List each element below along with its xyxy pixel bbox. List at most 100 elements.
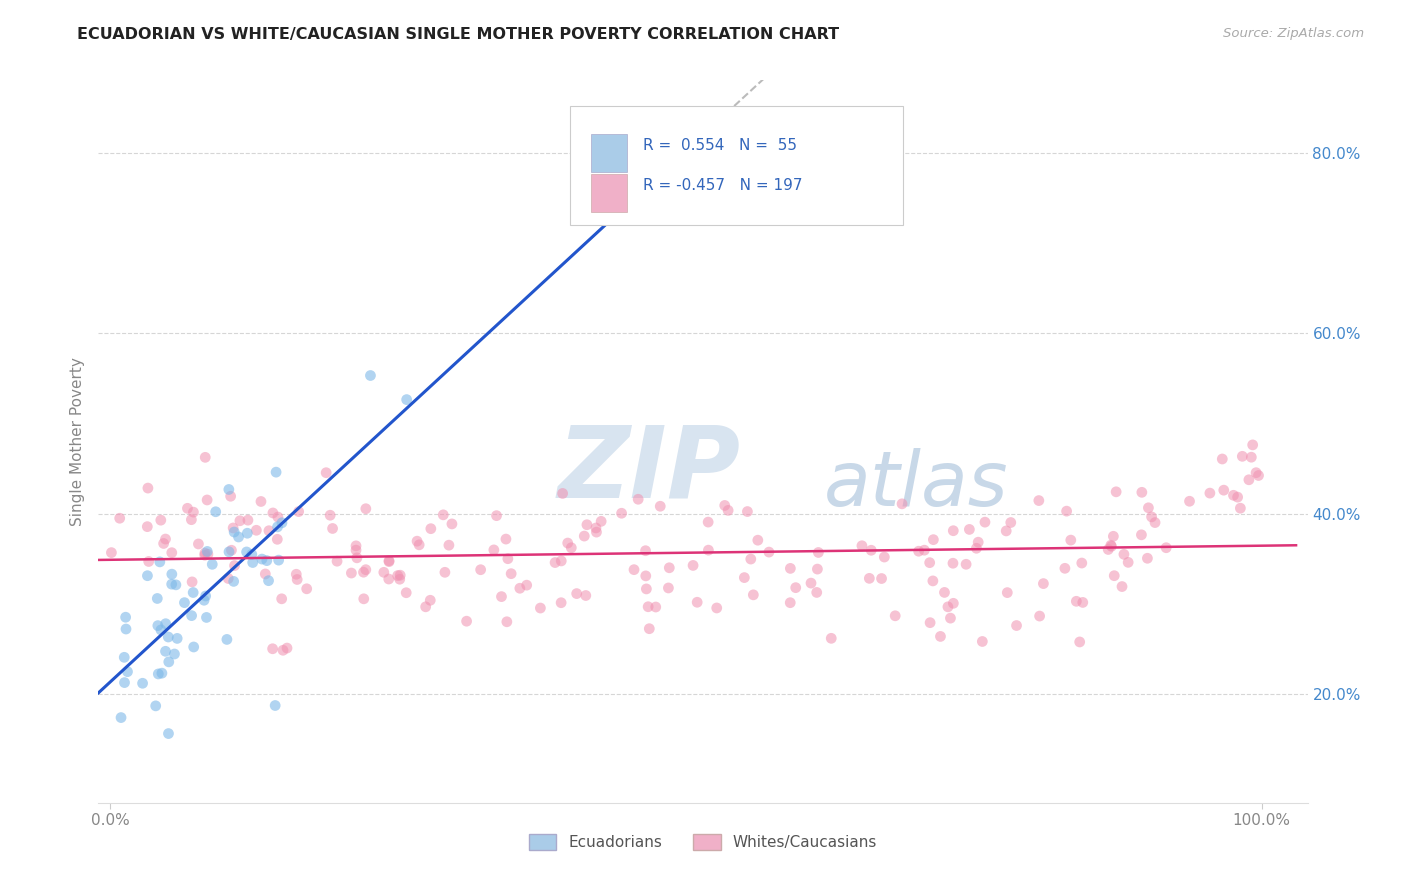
Point <box>270 591 292 606</box>
Point <box>262 506 284 520</box>
Point <box>733 571 755 585</box>
Point <box>197 547 219 561</box>
Point <box>717 503 740 517</box>
Point <box>353 565 375 579</box>
Point <box>387 568 409 582</box>
Point <box>114 610 136 624</box>
Point <box>1229 501 1251 516</box>
Point <box>697 543 720 558</box>
Point <box>806 585 828 599</box>
Point <box>235 545 257 559</box>
Point <box>344 543 367 558</box>
Point <box>242 556 264 570</box>
Point <box>224 558 246 573</box>
Point <box>939 611 962 625</box>
Point <box>747 533 769 548</box>
Point <box>637 599 659 614</box>
Point <box>271 643 294 657</box>
Point <box>240 547 263 561</box>
Point <box>377 572 399 586</box>
Point <box>934 585 956 599</box>
Point <box>820 632 842 646</box>
Point <box>1056 504 1078 518</box>
Point <box>1154 541 1177 555</box>
Point <box>136 481 159 495</box>
Point <box>250 494 273 508</box>
Point <box>378 555 401 569</box>
Point <box>267 510 290 524</box>
Point <box>1105 484 1128 499</box>
Point <box>1028 609 1050 624</box>
Point <box>131 676 153 690</box>
Point <box>353 591 375 606</box>
Point <box>456 614 478 628</box>
Point <box>218 483 240 497</box>
Legend: Ecuadorians, Whites/Caucasians: Ecuadorians, Whites/Caucasians <box>523 829 883 856</box>
Point <box>779 596 801 610</box>
Point <box>1099 539 1122 553</box>
Point <box>1136 551 1159 566</box>
Point <box>108 511 131 525</box>
Point <box>870 572 893 586</box>
Point <box>145 698 167 713</box>
Point <box>591 514 613 528</box>
Point <box>1071 595 1094 609</box>
Text: R =  0.554   N =  55: R = 0.554 N = 55 <box>643 138 797 153</box>
Point <box>785 581 807 595</box>
Point <box>180 513 202 527</box>
Point <box>1232 450 1254 464</box>
Point <box>574 529 596 543</box>
Point <box>146 591 169 606</box>
Point <box>166 632 188 646</box>
Point <box>516 578 538 592</box>
Point <box>638 622 661 636</box>
Point <box>485 508 508 523</box>
Point <box>918 556 941 570</box>
Point <box>995 585 1018 599</box>
Point <box>929 629 952 643</box>
Point <box>236 526 259 541</box>
Point <box>585 521 607 535</box>
Point <box>658 561 681 575</box>
Point <box>250 552 273 566</box>
Point <box>936 599 959 614</box>
Point <box>157 726 180 740</box>
Point <box>163 647 186 661</box>
Point <box>921 574 943 588</box>
Point <box>389 568 412 582</box>
Text: ECUADORIAN VS WHITE/CAUCASIAN SINGLE MOTHER POVERTY CORRELATION CHART: ECUADORIAN VS WHITE/CAUCASIAN SINGLE MOT… <box>77 27 839 42</box>
Point <box>165 578 187 592</box>
Point <box>221 543 243 558</box>
Point <box>742 588 765 602</box>
Point <box>967 535 990 549</box>
Point <box>160 577 183 591</box>
Point <box>155 616 177 631</box>
Point <box>112 650 135 665</box>
Point <box>634 569 657 583</box>
Point <box>432 508 454 522</box>
Point <box>1005 618 1028 632</box>
Point <box>995 524 1018 538</box>
Point <box>1244 466 1267 480</box>
Point <box>491 590 513 604</box>
Point <box>228 530 250 544</box>
Point <box>806 562 828 576</box>
Point <box>544 556 567 570</box>
Point <box>1130 485 1153 500</box>
Point <box>110 710 132 724</box>
Point <box>509 581 531 595</box>
Point <box>285 573 308 587</box>
Point <box>219 489 242 503</box>
Point <box>1178 494 1201 508</box>
Point <box>858 571 880 585</box>
Point <box>245 523 267 537</box>
Point <box>201 558 224 572</box>
Point <box>965 541 987 556</box>
Point <box>287 505 309 519</box>
Point <box>884 608 907 623</box>
Point <box>388 572 411 586</box>
Point <box>1102 568 1125 582</box>
Point <box>262 641 284 656</box>
Point <box>344 539 367 553</box>
Point <box>557 536 579 550</box>
